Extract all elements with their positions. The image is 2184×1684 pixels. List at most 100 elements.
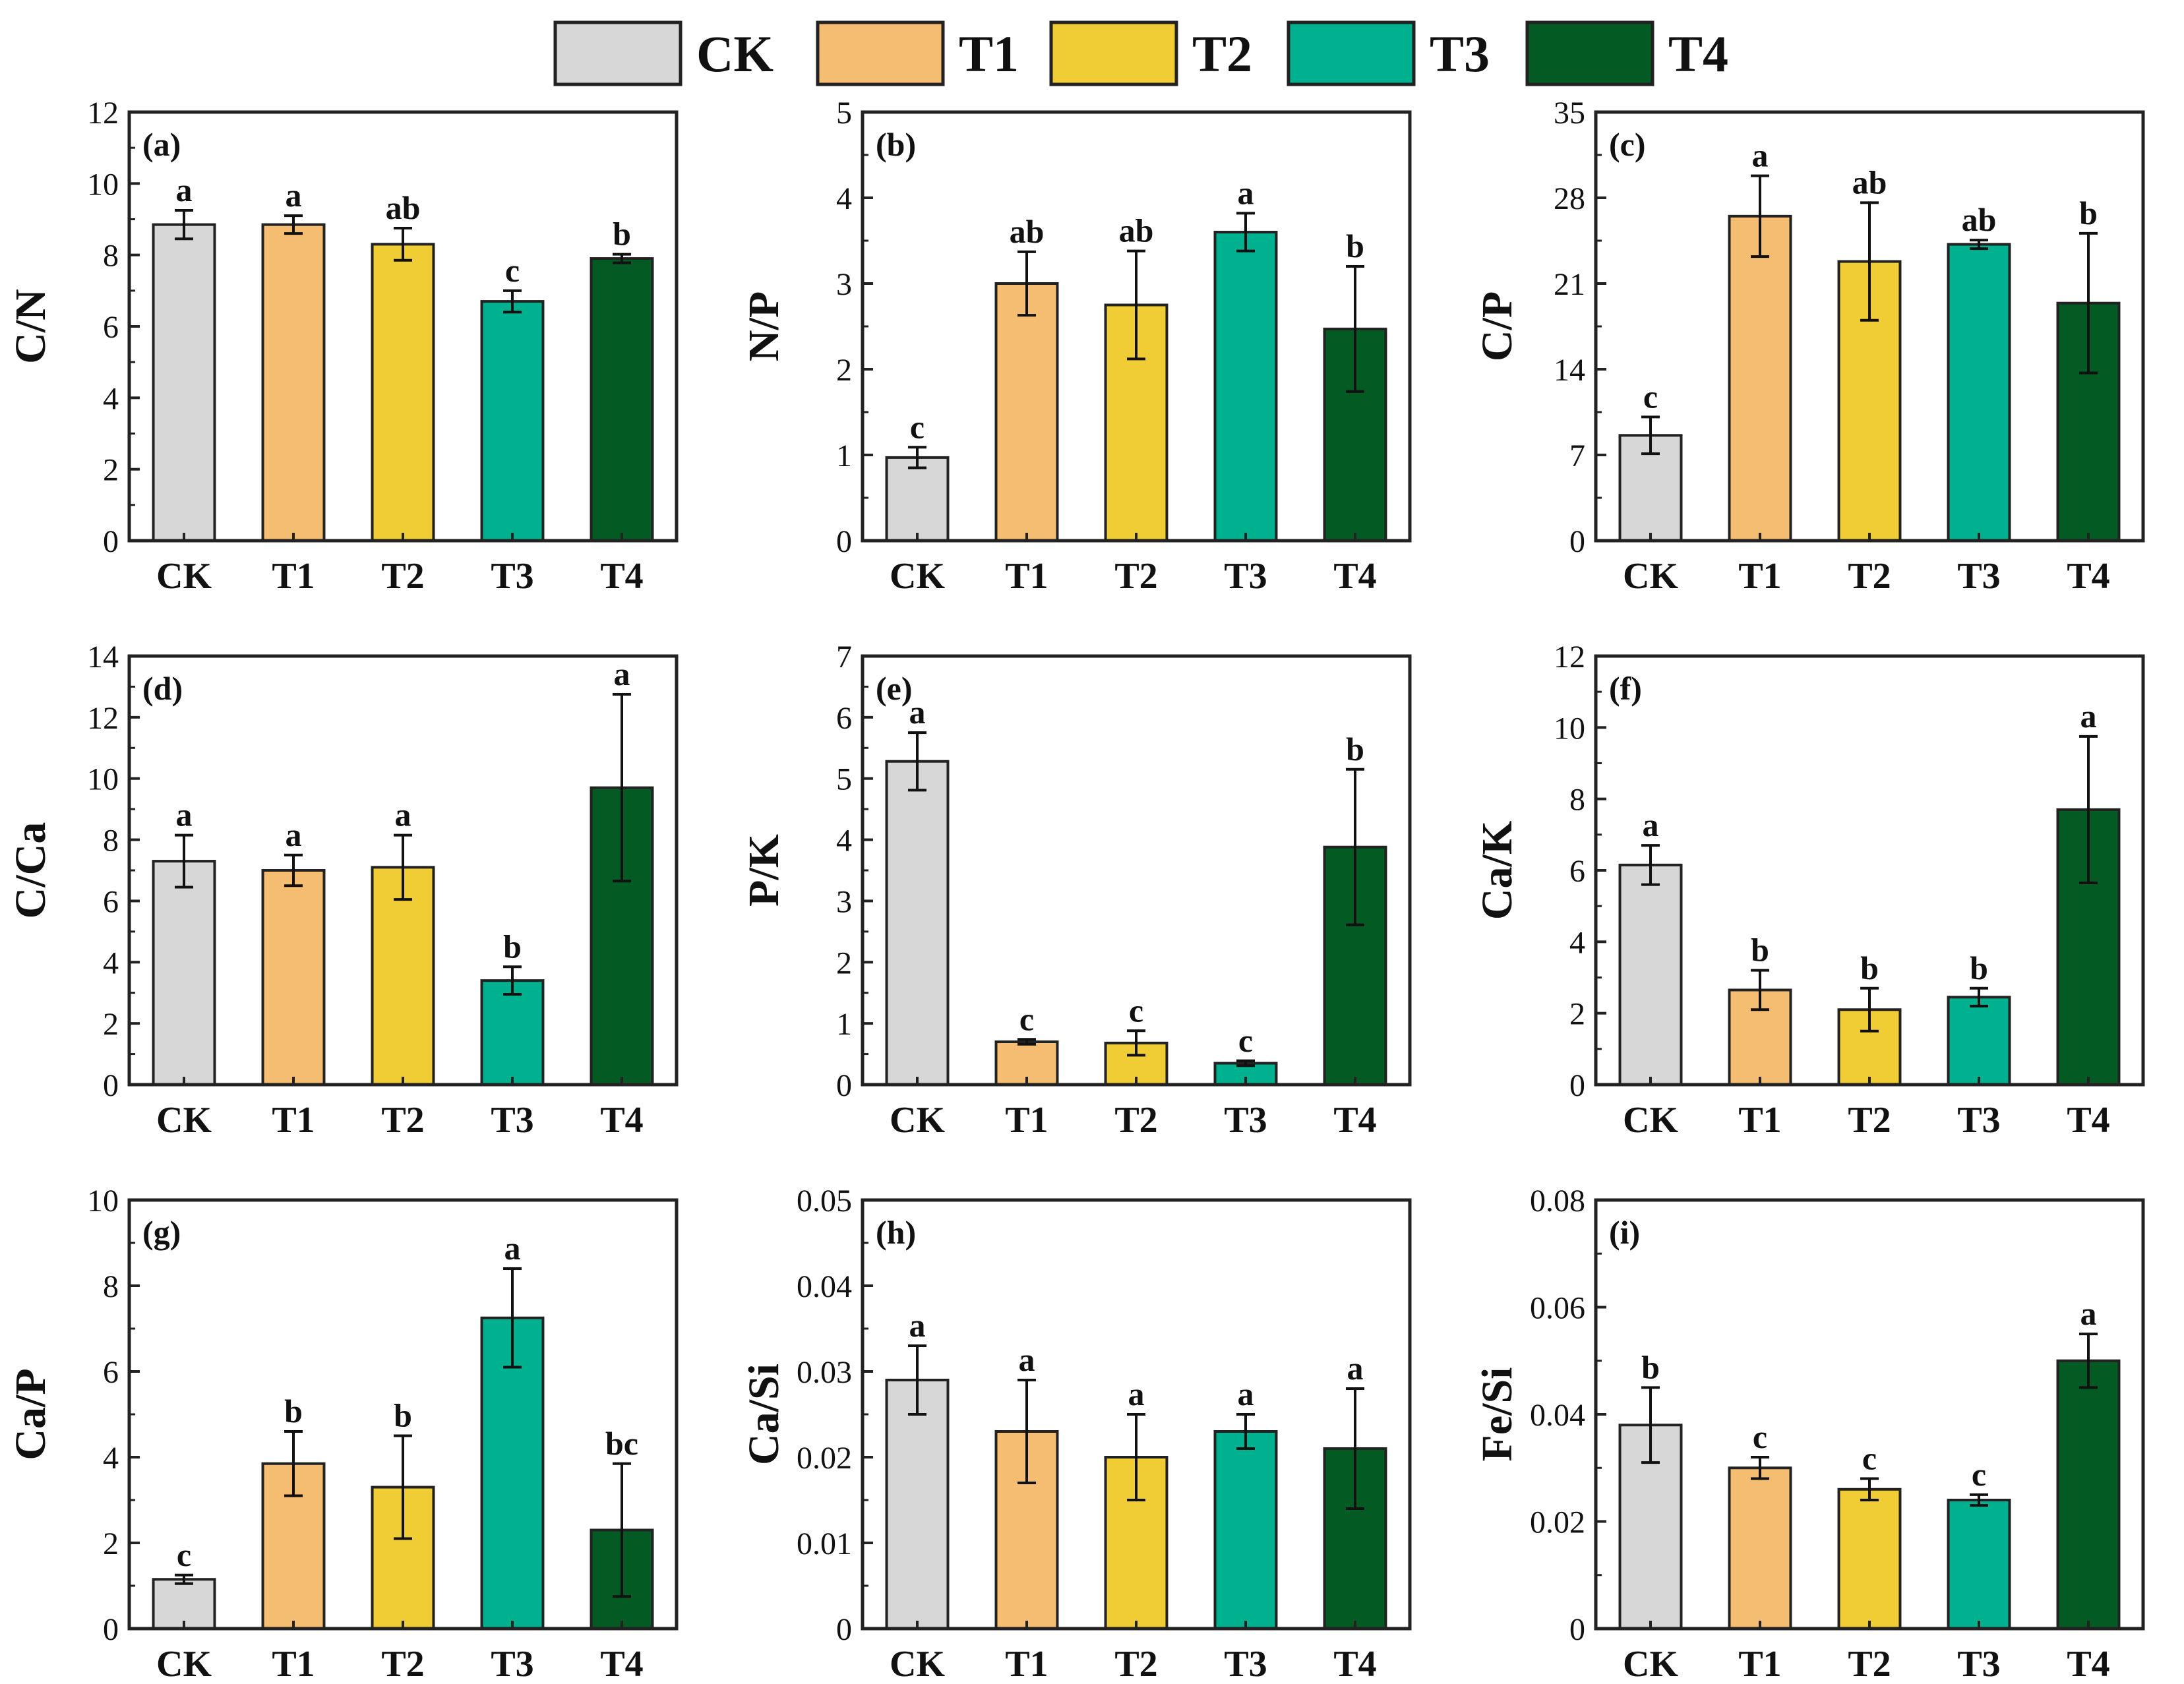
significance-letter-ck: a [909, 694, 926, 731]
y-tick-label: 3 [836, 884, 852, 919]
bar-t1 [261, 869, 326, 1086]
y-tick-label: 8 [1569, 783, 1585, 818]
y-tick-label: 7 [836, 640, 852, 675]
x-tick-label-t1: T1 [272, 1644, 315, 1684]
panel-label: (f) [1609, 670, 1642, 707]
bar-t2 [1837, 1488, 1902, 1630]
plot-frame [861, 110, 1412, 543]
x-tick-label-ck: CK [890, 1644, 945, 1684]
y-tick-label: 0 [836, 524, 852, 559]
bar-t3 [1213, 231, 1278, 542]
significance-letter-t4: b [1346, 731, 1364, 767]
plot-frame [127, 110, 679, 543]
y-tick-label: 2 [836, 946, 852, 980]
y-tick-label: 7 [1569, 438, 1585, 473]
significance-letter-t3: a [1238, 1375, 1254, 1412]
y-tick-label: 14 [1554, 353, 1585, 388]
significance-letter-t4: bc [605, 1425, 638, 1462]
y-tick-label: 4 [836, 824, 852, 858]
bar-ck [885, 456, 950, 543]
bar-t3 [1947, 243, 2011, 542]
significance-letter-t4: b [2079, 195, 2098, 231]
y-tick-label: 2 [836, 353, 852, 388]
significance-letter-t3: b [1970, 949, 1988, 986]
x-tick-label-t4: T4 [2067, 1100, 2109, 1141]
bar-ck [152, 860, 216, 1086]
significance-letter-t2: b [394, 1397, 412, 1434]
y-tick-label: 4 [836, 181, 852, 216]
panel-label: (c) [1609, 126, 1646, 163]
plot-frame [1594, 110, 2145, 543]
x-tick-label-t1: T1 [272, 1100, 315, 1141]
significance-letter-t1: a [286, 177, 302, 214]
y-tick-label: 0 [1569, 1612, 1585, 1647]
x-tick-label-ck: CK [1623, 556, 1678, 597]
x-tick-label-t3: T3 [1224, 1644, 1267, 1684]
x-tick-label-t2: T2 [1848, 1644, 1891, 1684]
plot-frame [127, 654, 679, 1087]
significance-letter-t2: ab [1119, 212, 1154, 249]
x-tick-label-t2: T2 [1114, 1100, 1157, 1141]
significance-letter-t2: b [1860, 949, 1879, 986]
y-axis-label: C/Ca [7, 822, 55, 919]
bar-t3 [1213, 1430, 1278, 1630]
y-tick-label: 0.02 [797, 1441, 852, 1476]
x-tick-label-t2: T2 [1848, 556, 1891, 597]
significance-letter-t4: a [2080, 698, 2097, 735]
x-tick-label-t1: T1 [1005, 556, 1048, 597]
bar-t1 [994, 282, 1059, 542]
y-tick-label: 0 [836, 1612, 852, 1647]
x-tick-label-t3: T3 [1957, 556, 2000, 597]
panel-c-ca: a CK a T1 a T2 b T3 a T4 0 2 4 6 8 10 12 14 (d) C/Ca [7, 640, 679, 1141]
bar-t1 [261, 223, 326, 542]
plot-frame [861, 1198, 1412, 1631]
y-tick-label: 0.01 [797, 1526, 852, 1561]
y-tick-label: 0 [103, 1068, 119, 1103]
significance-letter-t4: a [614, 655, 630, 692]
y-tick-label: 1 [836, 1007, 852, 1042]
significance-letter-t1: c [1019, 1000, 1034, 1037]
y-tick-label: 6 [103, 310, 119, 345]
y-axis-label: Fe/Si [1473, 1368, 1521, 1462]
legend-label-t3: T3 [1430, 25, 1490, 82]
x-tick-label-t1: T1 [1738, 1644, 1781, 1684]
x-tick-label-t4: T4 [2067, 556, 2109, 597]
x-tick-label-t3: T3 [1224, 1100, 1267, 1141]
x-tick-label-ck: CK [156, 1644, 212, 1684]
panel-label: (g) [142, 1214, 181, 1251]
x-tick-label-t2: T2 [1114, 1644, 1157, 1684]
significance-letter-t2: ab [386, 189, 421, 226]
x-tick-label-t3: T3 [491, 1100, 533, 1141]
panel-label: (e) [876, 670, 913, 707]
x-tick-label-t4: T4 [600, 556, 643, 597]
y-tick-label: 6 [1569, 854, 1585, 889]
x-tick-label-t2: T2 [1114, 556, 1157, 597]
y-tick-label: 28 [1554, 181, 1585, 216]
bar-ck [885, 760, 950, 1086]
panel-ca-p: c CK b T1 b T2 a T3 bc T4 0 2 4 6 8 10 (g) Ca/P [7, 1184, 679, 1684]
significance-letter-t4: b [1346, 227, 1364, 264]
significance-letter-t3: c [1972, 1456, 1986, 1493]
y-tick-label: 4 [1569, 925, 1585, 960]
y-axis-label: Ca/K [1473, 821, 1521, 920]
y-tick-label: 10 [87, 167, 119, 202]
bar-t2 [371, 243, 435, 542]
y-tick-label: 2 [1569, 997, 1585, 1032]
x-tick-label-t4: T4 [600, 1100, 643, 1141]
y-axis-label: Ca/P [7, 1368, 55, 1460]
bar-ck [885, 1379, 950, 1630]
y-tick-label: 6 [103, 884, 119, 919]
significance-letter-ck: a [1643, 806, 1659, 843]
significance-letter-t2: c [1862, 1440, 1877, 1477]
y-axis-label: C/N [7, 289, 55, 364]
legend-label-t1: T1 [959, 25, 1019, 82]
x-tick-label-ck: CK [156, 556, 212, 597]
bar-t3 [480, 1316, 545, 1630]
y-tick-label: 0 [103, 1612, 119, 1647]
bar-t3 [480, 300, 545, 542]
y-tick-label: 0.05 [797, 1184, 852, 1218]
y-tick-label: 3 [836, 267, 852, 302]
x-tick-label-t1: T1 [1738, 1100, 1781, 1141]
x-tick-label-t2: T2 [1848, 1100, 1891, 1141]
panel-label: (h) [876, 1214, 916, 1251]
